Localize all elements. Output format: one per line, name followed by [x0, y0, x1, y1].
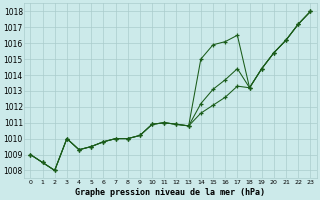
X-axis label: Graphe pression niveau de la mer (hPa): Graphe pression niveau de la mer (hPa): [76, 188, 265, 197]
